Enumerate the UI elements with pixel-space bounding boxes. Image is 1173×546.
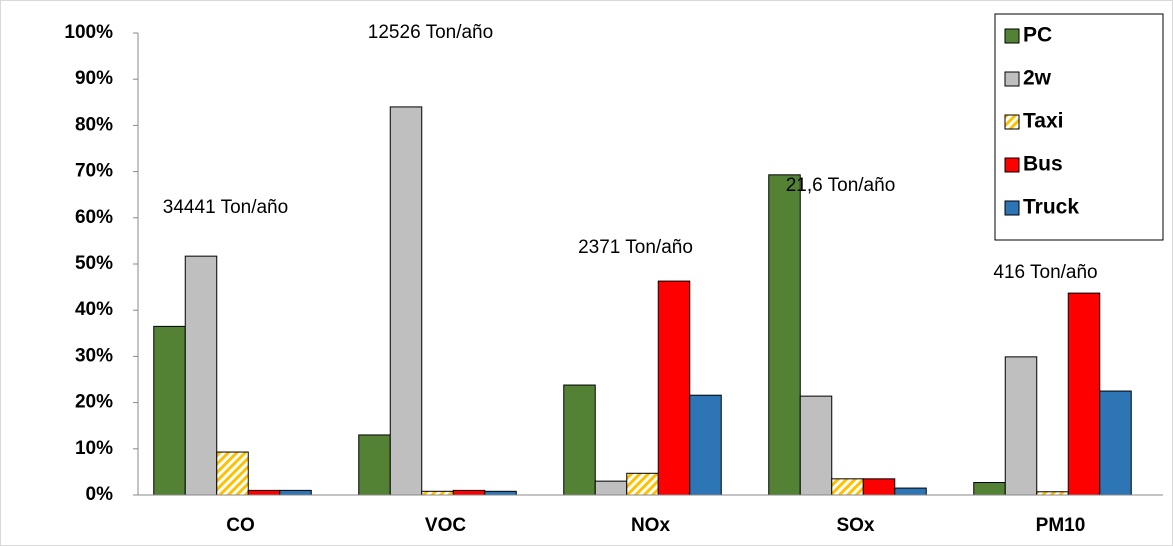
x-tick-label: PM10 [1036,515,1086,536]
bar [358,434,391,496]
y-tick-label: 30% [75,345,113,366]
bar [1099,390,1132,496]
legend-label: Truck [1023,196,1079,219]
x-tick-label: VOC [425,515,466,536]
y-tick-label: 60% [75,207,113,228]
legend-label: Taxi [1023,110,1063,133]
bar [831,478,864,496]
bar [279,489,312,496]
bar [563,384,596,496]
annotation: 2371 Ton/año [578,237,693,258]
y-tick-label: 50% [75,253,113,274]
bar [1067,292,1101,496]
bar [184,255,218,496]
bar [799,395,833,496]
legend-swatch [1004,114,1020,130]
bar [626,472,659,496]
y-tick-label: 100% [64,22,113,43]
legend-label: PC [1023,24,1052,47]
annotation: 12526 Ton/año [368,22,493,43]
legend-label: Bus [1023,153,1063,176]
bar [768,174,801,496]
y-tick-label: 0% [86,484,114,505]
legend-swatch [1004,157,1020,173]
bar [689,394,722,496]
y-tick-label: 90% [75,68,113,89]
annotation: 21,6 Ton/año [786,175,896,196]
y-tick-label: 80% [75,114,113,135]
bar [389,106,423,496]
x-tick-label: CO [226,515,255,536]
bar [894,487,927,496]
bar [594,480,628,496]
bar [973,482,1006,496]
legend-label: 2w [1023,67,1052,90]
legend-swatch [1004,71,1020,87]
legend-box [994,13,1164,241]
bar [862,478,896,496]
bar [421,490,454,496]
bar [452,489,486,496]
x-tick-label: NOx [631,515,671,536]
y-tick-label: 70% [75,161,113,182]
y-tick-label: 40% [75,299,113,320]
y-tick-label: 20% [75,392,113,413]
bar [153,325,186,496]
bar [247,489,281,496]
annotation: 34441 Ton/año [163,197,288,218]
bar [1004,356,1038,496]
bar [216,451,249,496]
y-tick-label: 10% [75,438,113,459]
bar [484,490,517,496]
legend-swatch [1004,28,1020,44]
annotation: 416 Ton/año [993,262,1097,283]
legend-swatch [1004,200,1020,216]
bar [657,280,691,496]
x-tick-label: SOx [836,515,874,536]
